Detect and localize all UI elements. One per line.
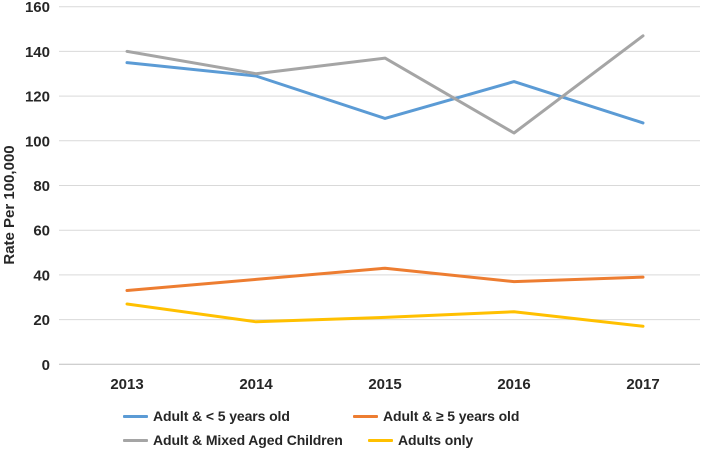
y-tick-label: 0 xyxy=(42,357,50,374)
x-tick-label: 2015 xyxy=(368,376,401,393)
y-tick-label: 60 xyxy=(33,223,50,240)
x-tick-label: 2016 xyxy=(497,376,530,393)
legend-label: Adult & Mixed Aged Children xyxy=(153,432,343,448)
y-tick-label: 80 xyxy=(33,178,50,195)
x-tick-label: 2013 xyxy=(110,376,143,393)
legend-row: Adult & Mixed Aged Children Adults only xyxy=(123,430,519,450)
x-tick-label: 2014 xyxy=(239,376,273,393)
y-tick-label: 120 xyxy=(25,89,50,106)
y-tick-label: 160 xyxy=(25,0,50,16)
series-line xyxy=(125,61,645,125)
y-tick-label: 100 xyxy=(25,133,50,150)
legend-label: Adult & ≥ 5 years old xyxy=(383,408,520,424)
y-tick-label: 20 xyxy=(33,312,50,329)
legend-item-adult-mixed-children: Adult & Mixed Aged Children xyxy=(123,432,343,448)
y-tick-label: 140 xyxy=(25,44,50,61)
series-line xyxy=(125,34,645,135)
chart-legend: Adult & < 5 years old Adult & ≥ 5 years … xyxy=(123,406,519,453)
legend-item-adults-only: Adults only xyxy=(368,432,473,448)
legend-swatch-gray-line xyxy=(123,438,148,442)
series-line xyxy=(125,266,645,292)
legend-item-adult-under-5: Adult & < 5 years old xyxy=(123,408,290,424)
legend-swatch-blue-line xyxy=(123,414,148,418)
y-tick-label: 40 xyxy=(33,267,50,284)
legend-item-adult-5-and-over: Adult & ≥ 5 years old xyxy=(353,408,519,424)
legend-row: Adult & < 5 years old Adult & ≥ 5 years … xyxy=(123,406,519,426)
legend-label: Adult & < 5 years old xyxy=(153,408,290,424)
legend-swatch-orange-line xyxy=(353,414,378,418)
y-axis-title: Rate Per 100,000 xyxy=(1,145,18,264)
legend-swatch-yellow-line xyxy=(368,438,393,442)
series-line xyxy=(125,302,645,328)
plot-area: 0 20 40 60 80 100 120 140 160 2013 2014 2015 2016 201… xyxy=(25,0,700,393)
legend-label: Adults only xyxy=(398,432,474,448)
x-tick-label: 2017 xyxy=(626,376,659,393)
